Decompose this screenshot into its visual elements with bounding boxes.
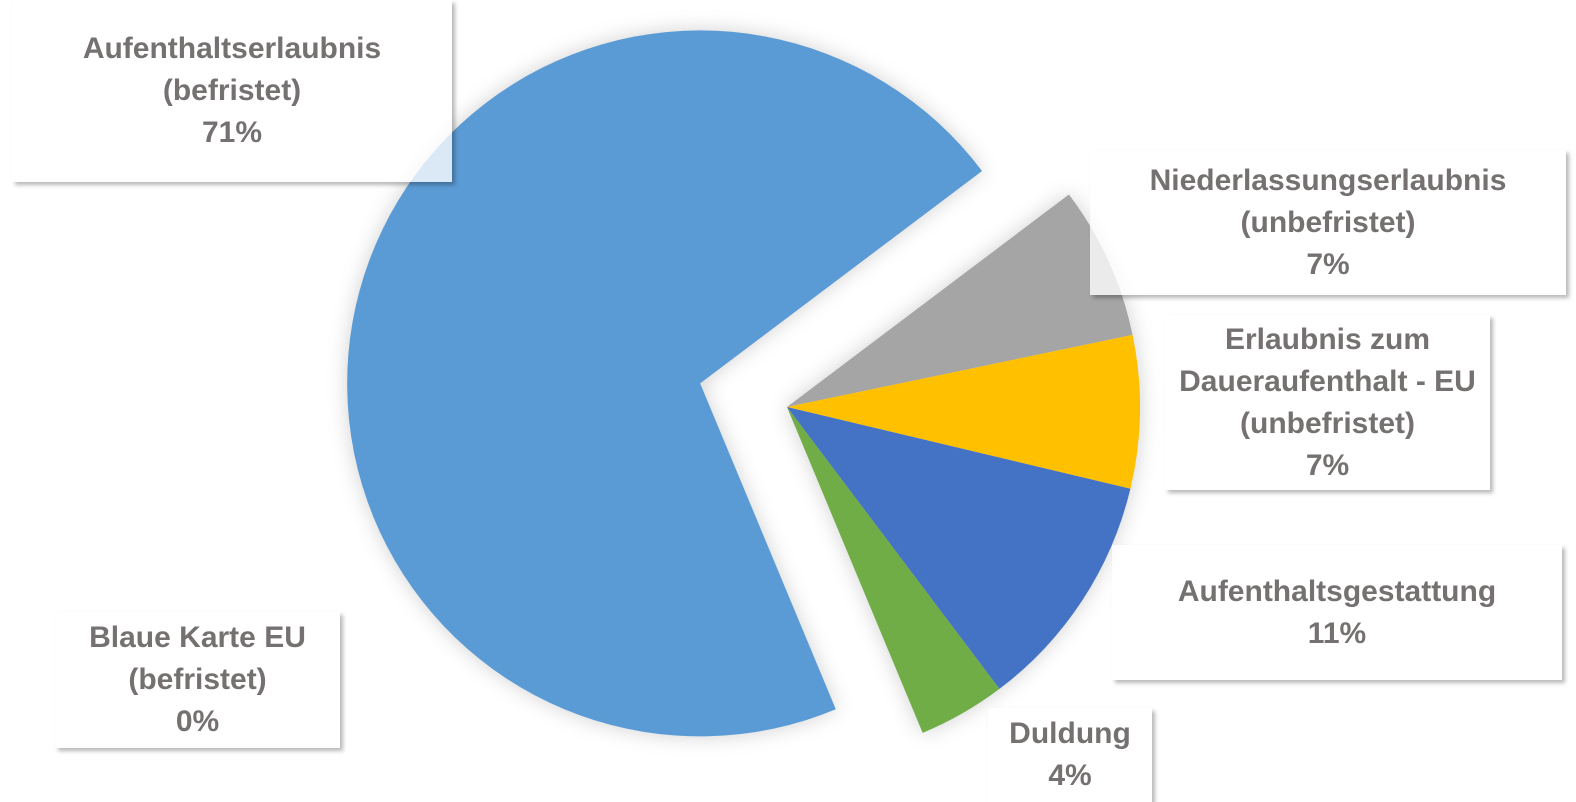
category-label: Aufenthaltserlaubnis (befristet) xyxy=(82,32,382,107)
category-label: Duldung xyxy=(1009,717,1131,750)
value-label: 4% xyxy=(1048,759,1092,792)
data-label: Erlaubnis zum Daueraufenthalt - EU (unbe… xyxy=(1165,315,1490,490)
data-label: Niederlassungserlaubnis (unbefristet) 7% xyxy=(1090,150,1566,295)
value-label: 71% xyxy=(201,116,263,149)
category-label: Blaue Karte EU (befristet) xyxy=(89,621,306,696)
data-label: Aufenthaltsgestattung 11% xyxy=(1112,545,1562,680)
pie-slice xyxy=(787,407,1131,689)
pie-slice xyxy=(347,30,983,737)
value-label: 11% xyxy=(1307,616,1367,650)
value-label: 0% xyxy=(175,705,220,738)
category-label: Erlaubnis zum Daueraufenthalt - EU (unbe… xyxy=(1179,322,1476,440)
data-label: Aufenthaltserlaubnis (befristet) 71% xyxy=(12,0,452,182)
category-label: Aufenthaltsgestattung xyxy=(1177,574,1497,608)
data-label: Duldung 4% xyxy=(988,708,1152,802)
data-label: Blaue Karte EU (befristet) 0% xyxy=(55,612,340,748)
pie-slice xyxy=(787,334,1140,489)
pie-slice xyxy=(787,194,1133,407)
value-label: 7% xyxy=(1306,247,1350,281)
value-label: 7% xyxy=(1305,448,1350,482)
pie-slice xyxy=(787,407,923,733)
slices xyxy=(347,30,1140,737)
category-label: Niederlassungserlaubnis (unbefristet) xyxy=(1149,163,1507,239)
pie-slice xyxy=(787,407,1000,733)
